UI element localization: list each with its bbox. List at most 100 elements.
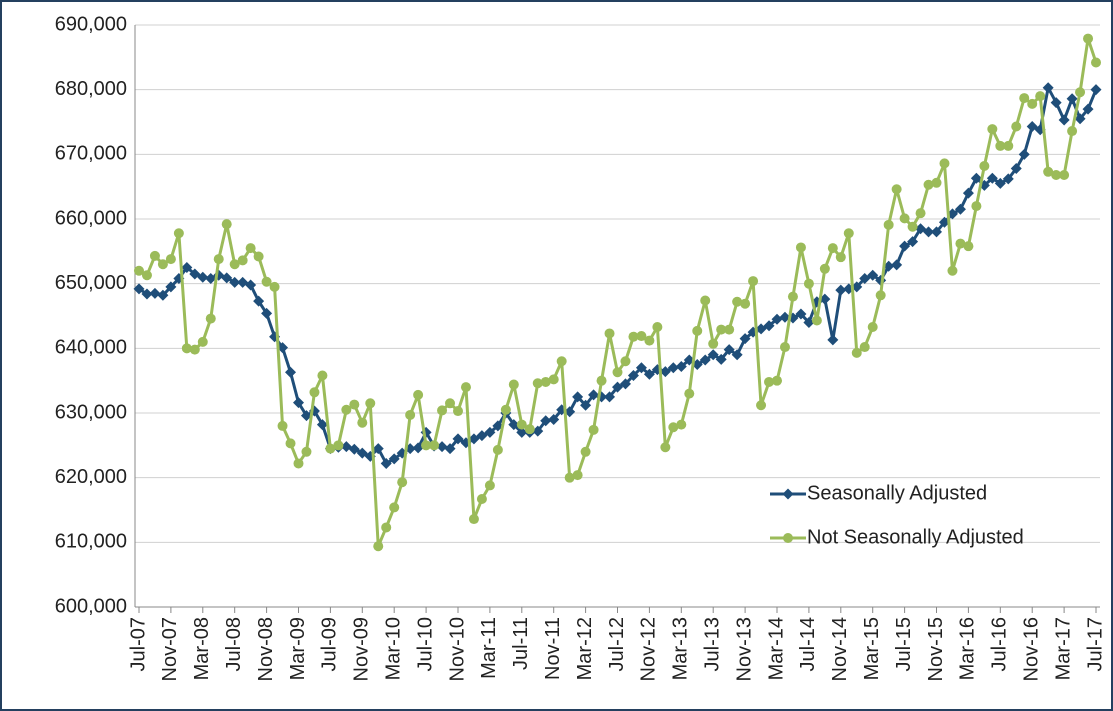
data-point xyxy=(500,404,511,415)
data-point xyxy=(181,343,192,354)
data-point xyxy=(365,398,376,409)
data-point xyxy=(373,541,384,552)
data-point xyxy=(572,470,583,481)
data-point xyxy=(157,289,169,301)
data-point xyxy=(205,272,217,284)
data-point xyxy=(748,276,759,287)
data-point xyxy=(1042,82,1054,94)
data-point xyxy=(723,344,735,356)
y-tick-label: 630,000 xyxy=(55,401,127,423)
data-point xyxy=(1066,93,1078,105)
x-tick-label: Jul-15 xyxy=(893,617,915,671)
data-point xyxy=(229,259,240,270)
data-point xyxy=(915,208,926,219)
data-point xyxy=(811,315,822,326)
data-point xyxy=(955,238,966,249)
data-point xyxy=(954,203,966,215)
data-point xyxy=(173,228,184,239)
data-point xyxy=(317,370,328,381)
x-tick-label: Jul-13 xyxy=(701,617,723,671)
data-point xyxy=(356,447,368,459)
data-point xyxy=(300,410,312,422)
x-tick-label: Mar-09 xyxy=(287,617,309,680)
data-point xyxy=(1074,113,1086,125)
y-tick-label: 650,000 xyxy=(55,272,127,294)
x-tick-label: Mar-14 xyxy=(765,617,787,680)
data-point xyxy=(772,375,783,386)
data-point xyxy=(660,442,671,453)
data-point xyxy=(779,342,790,353)
data-point xyxy=(437,405,448,416)
data-point xyxy=(253,295,265,307)
data-point xyxy=(628,331,639,342)
data-point xyxy=(859,272,871,284)
data-point xyxy=(277,342,289,354)
data-point xyxy=(253,251,264,262)
x-tick-label: Mar-11 xyxy=(478,617,500,679)
data-point xyxy=(149,250,160,261)
data-point xyxy=(285,366,297,378)
data-point xyxy=(883,260,895,272)
data-point xyxy=(987,124,998,135)
data-point xyxy=(724,324,735,335)
data-point xyxy=(221,272,233,284)
y-tick-label: 670,000 xyxy=(55,143,127,165)
data-point xyxy=(612,367,623,378)
data-point xyxy=(508,379,519,390)
data-point xyxy=(739,333,751,345)
data-point xyxy=(1059,170,1070,181)
data-point xyxy=(293,458,304,469)
data-point xyxy=(675,360,687,372)
x-tick-label: Nov-09 xyxy=(351,617,373,681)
data-point xyxy=(700,295,711,306)
data-point xyxy=(756,400,767,411)
data-point xyxy=(468,514,479,525)
data-point xyxy=(986,172,998,184)
data-point xyxy=(1091,57,1102,68)
data-point xyxy=(436,441,448,453)
x-tick-label: Jul-08 xyxy=(223,617,245,671)
data-point xyxy=(1035,91,1046,102)
data-point xyxy=(795,308,807,320)
data-point xyxy=(157,259,168,270)
data-point xyxy=(731,349,743,361)
x-tick-label: Nov-15 xyxy=(925,617,947,681)
y-tick-label: 680,000 xyxy=(55,78,127,100)
data-point xyxy=(301,446,312,457)
data-point xyxy=(348,443,360,455)
data-point xyxy=(659,366,671,378)
data-point xyxy=(556,356,567,367)
data-point xyxy=(947,265,958,276)
data-point xyxy=(580,446,591,457)
data-point xyxy=(1075,87,1086,98)
data-point xyxy=(588,389,600,401)
data-point xyxy=(803,316,815,328)
data-point xyxy=(429,440,440,451)
data-point xyxy=(715,353,727,365)
data-point xyxy=(277,420,288,431)
data-point xyxy=(635,362,647,374)
data-point xyxy=(580,399,592,411)
data-point xyxy=(644,335,655,346)
x-tick-label: Nov-07 xyxy=(159,617,181,681)
data-point xyxy=(803,278,814,289)
x-tick-label: Jul-17 xyxy=(1084,617,1106,671)
data-point xyxy=(596,375,607,386)
data-point xyxy=(141,288,153,300)
data-point xyxy=(970,172,982,184)
data-point xyxy=(181,262,193,273)
data-point xyxy=(851,347,862,358)
data-point xyxy=(827,243,838,254)
data-point xyxy=(1011,121,1022,132)
data-point xyxy=(452,406,463,417)
legend-marker xyxy=(782,488,794,500)
data-point xyxy=(763,320,775,332)
data-point xyxy=(532,378,543,389)
x-tick-label: Jul-10 xyxy=(414,617,436,671)
data-point xyxy=(405,409,416,420)
data-point xyxy=(548,413,560,425)
data-point xyxy=(189,268,201,280)
data-point xyxy=(643,368,655,380)
y-tick-label: 600,000 xyxy=(55,595,127,617)
